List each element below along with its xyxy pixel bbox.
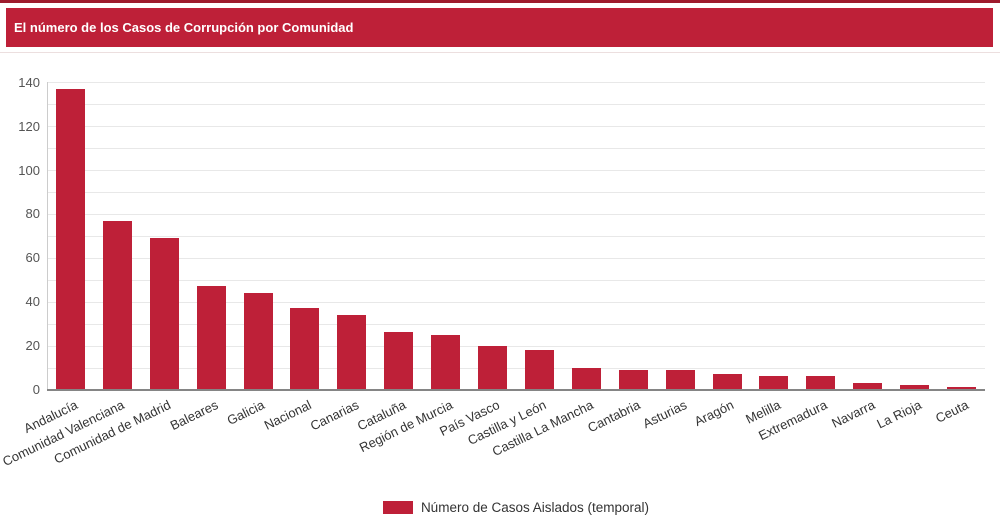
x-axis-baseline bbox=[47, 389, 985, 391]
gridline bbox=[47, 257, 985, 259]
y-tick-label: 0 bbox=[32, 382, 40, 397]
y-tick-label: 60 bbox=[25, 250, 40, 266]
x-axis-label: La Rioja bbox=[874, 396, 924, 431]
bar bbox=[947, 387, 977, 390]
bar bbox=[337, 314, 367, 390]
bar bbox=[900, 385, 930, 390]
bar bbox=[618, 369, 648, 390]
gridline bbox=[47, 82, 985, 84]
bar bbox=[759, 376, 789, 390]
bar bbox=[55, 88, 85, 390]
gridline bbox=[47, 148, 985, 150]
chart-legend[interactable]: Número de Casos Aislados (temporal) bbox=[47, 499, 985, 515]
gridline bbox=[47, 345, 985, 347]
legend-label: Número de Casos Aislados (temporal) bbox=[420, 499, 650, 515]
gridline bbox=[47, 279, 985, 281]
bar bbox=[712, 374, 742, 390]
gridline bbox=[47, 192, 985, 193]
bar bbox=[806, 376, 836, 390]
gridline bbox=[47, 170, 985, 172]
gridline bbox=[47, 323, 985, 325]
x-axis-label: Ceuta bbox=[932, 396, 971, 426]
gridline bbox=[47, 301, 985, 303]
top-accent-border bbox=[0, 0, 1000, 3]
legend-swatch bbox=[382, 500, 413, 514]
bar bbox=[290, 308, 320, 390]
chart-title: El número de los Casos de Corrupción por… bbox=[14, 20, 354, 35]
bar bbox=[196, 286, 226, 390]
x-axis-label: Navarra bbox=[828, 396, 877, 431]
y-tick-label: 80 bbox=[25, 206, 40, 222]
bar bbox=[665, 369, 695, 390]
bar bbox=[524, 350, 554, 390]
y-tick-label: 100 bbox=[18, 162, 40, 178]
gridline bbox=[47, 367, 985, 369]
gridline bbox=[47, 104, 985, 106]
bar bbox=[853, 382, 883, 390]
x-axis-label: Canarias bbox=[307, 396, 361, 433]
y-tick-label: 120 bbox=[18, 118, 40, 134]
x-axis-label: Cantabria bbox=[585, 396, 643, 435]
x-axis-label: Nacional bbox=[262, 396, 315, 433]
x-axis-label: Baleares bbox=[167, 396, 221, 433]
x-axis-label: Aragón bbox=[691, 396, 737, 429]
bar bbox=[384, 332, 414, 390]
bar bbox=[102, 220, 132, 390]
gridline bbox=[47, 213, 985, 215]
bar bbox=[571, 367, 601, 390]
header-divider bbox=[0, 52, 1000, 53]
bar bbox=[431, 334, 461, 390]
bar bbox=[243, 292, 273, 390]
x-axis-label: Asturias bbox=[640, 396, 690, 431]
bar bbox=[149, 238, 179, 390]
gridline bbox=[47, 235, 985, 237]
y-axis-line bbox=[47, 82, 48, 390]
x-axis-label: Galicia bbox=[224, 396, 268, 428]
gridline bbox=[47, 126, 985, 128]
y-tick-label: 40 bbox=[25, 294, 40, 310]
y-tick-label: 140 bbox=[18, 74, 40, 90]
title-bar: El número de los Casos de Corrupción por… bbox=[6, 8, 993, 47]
bar bbox=[478, 345, 508, 390]
y-tick-label: 20 bbox=[25, 338, 40, 354]
